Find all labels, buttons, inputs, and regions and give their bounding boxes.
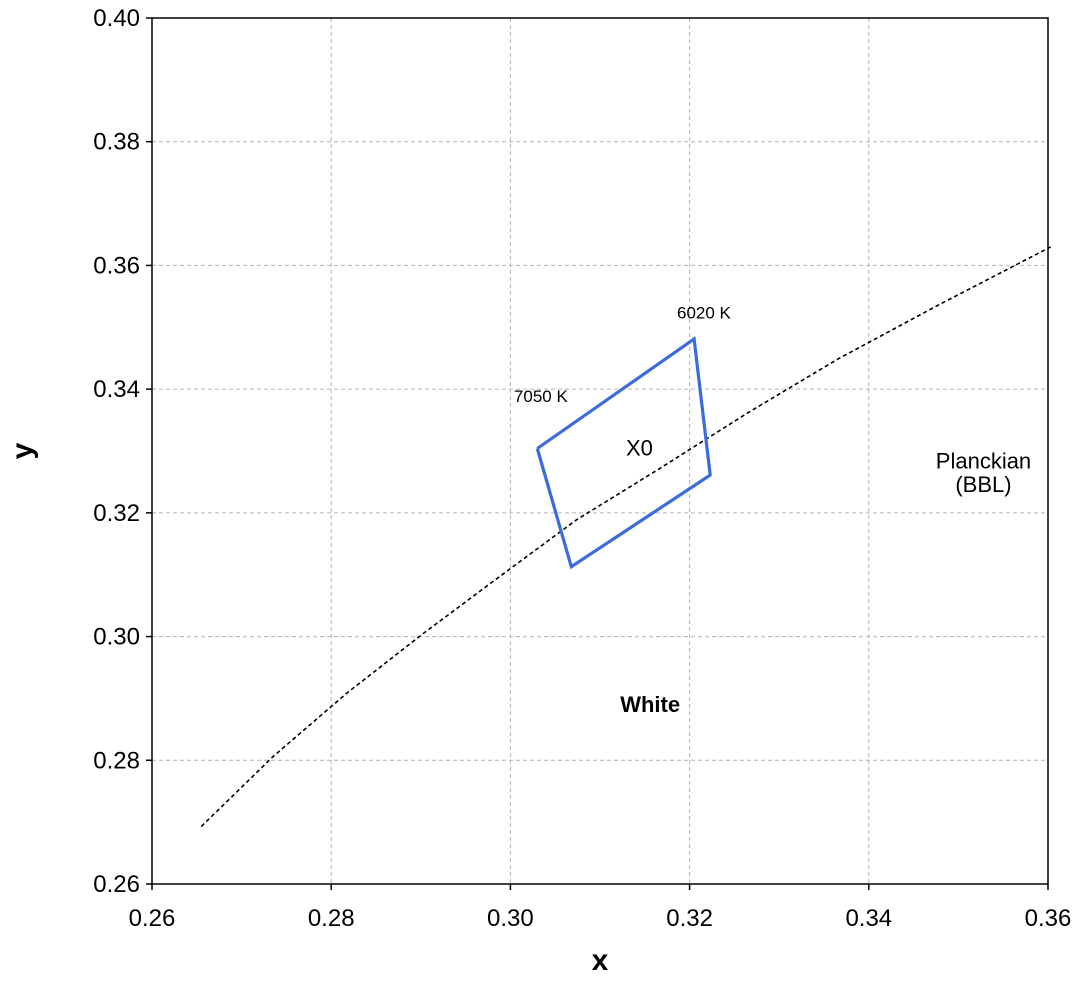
x-tick-label: 0.30 — [487, 905, 534, 932]
x-tick-label: 0.28 — [308, 905, 355, 932]
grid — [152, 18, 1048, 884]
ticks: 0.26 0.28 0.30 0.32 0.34 0.36 0.26 0.28 0.30 0.32… — [93, 5, 1071, 932]
white-region-boundary — [535, 336, 712, 570]
x-axis-title: x — [592, 944, 609, 977]
annotation-label: White — [620, 692, 680, 717]
y-tick-label: 0.34 — [93, 376, 140, 403]
planckian-locus-line — [200, 246, 1052, 828]
x-tick-label: 0.26 — [129, 905, 176, 932]
annotation-label: 7050 K — [514, 387, 569, 406]
y-tick-label: 0.30 — [93, 624, 140, 651]
y-tick-label: 0.32 — [93, 500, 140, 527]
y-axis-title: y — [6, 442, 39, 459]
annotation-label: Planckian — [936, 448, 1031, 473]
plot-frame — [151, 17, 1049, 885]
y-tick-label: 0.38 — [93, 129, 140, 156]
x-tick-label: 0.36 — [1025, 905, 1072, 932]
y-tick-label: 0.40 — [93, 5, 140, 32]
annotation-label: X0 — [626, 435, 653, 460]
annotation-label: (BBL) — [955, 472, 1011, 497]
y-tick-label: 0.26 — [93, 871, 140, 898]
x-tick-label: 0.32 — [666, 905, 713, 932]
y-tick-label: 0.28 — [93, 747, 140, 774]
series — [200, 246, 1052, 828]
annotations: 6020 K 7050 K X0 Planckian(BBL) White — [514, 304, 1031, 717]
annotation-label: 6020 K — [677, 304, 732, 323]
y-tick-label: 0.36 — [93, 252, 140, 279]
x-tick-label: 0.34 — [845, 905, 892, 932]
